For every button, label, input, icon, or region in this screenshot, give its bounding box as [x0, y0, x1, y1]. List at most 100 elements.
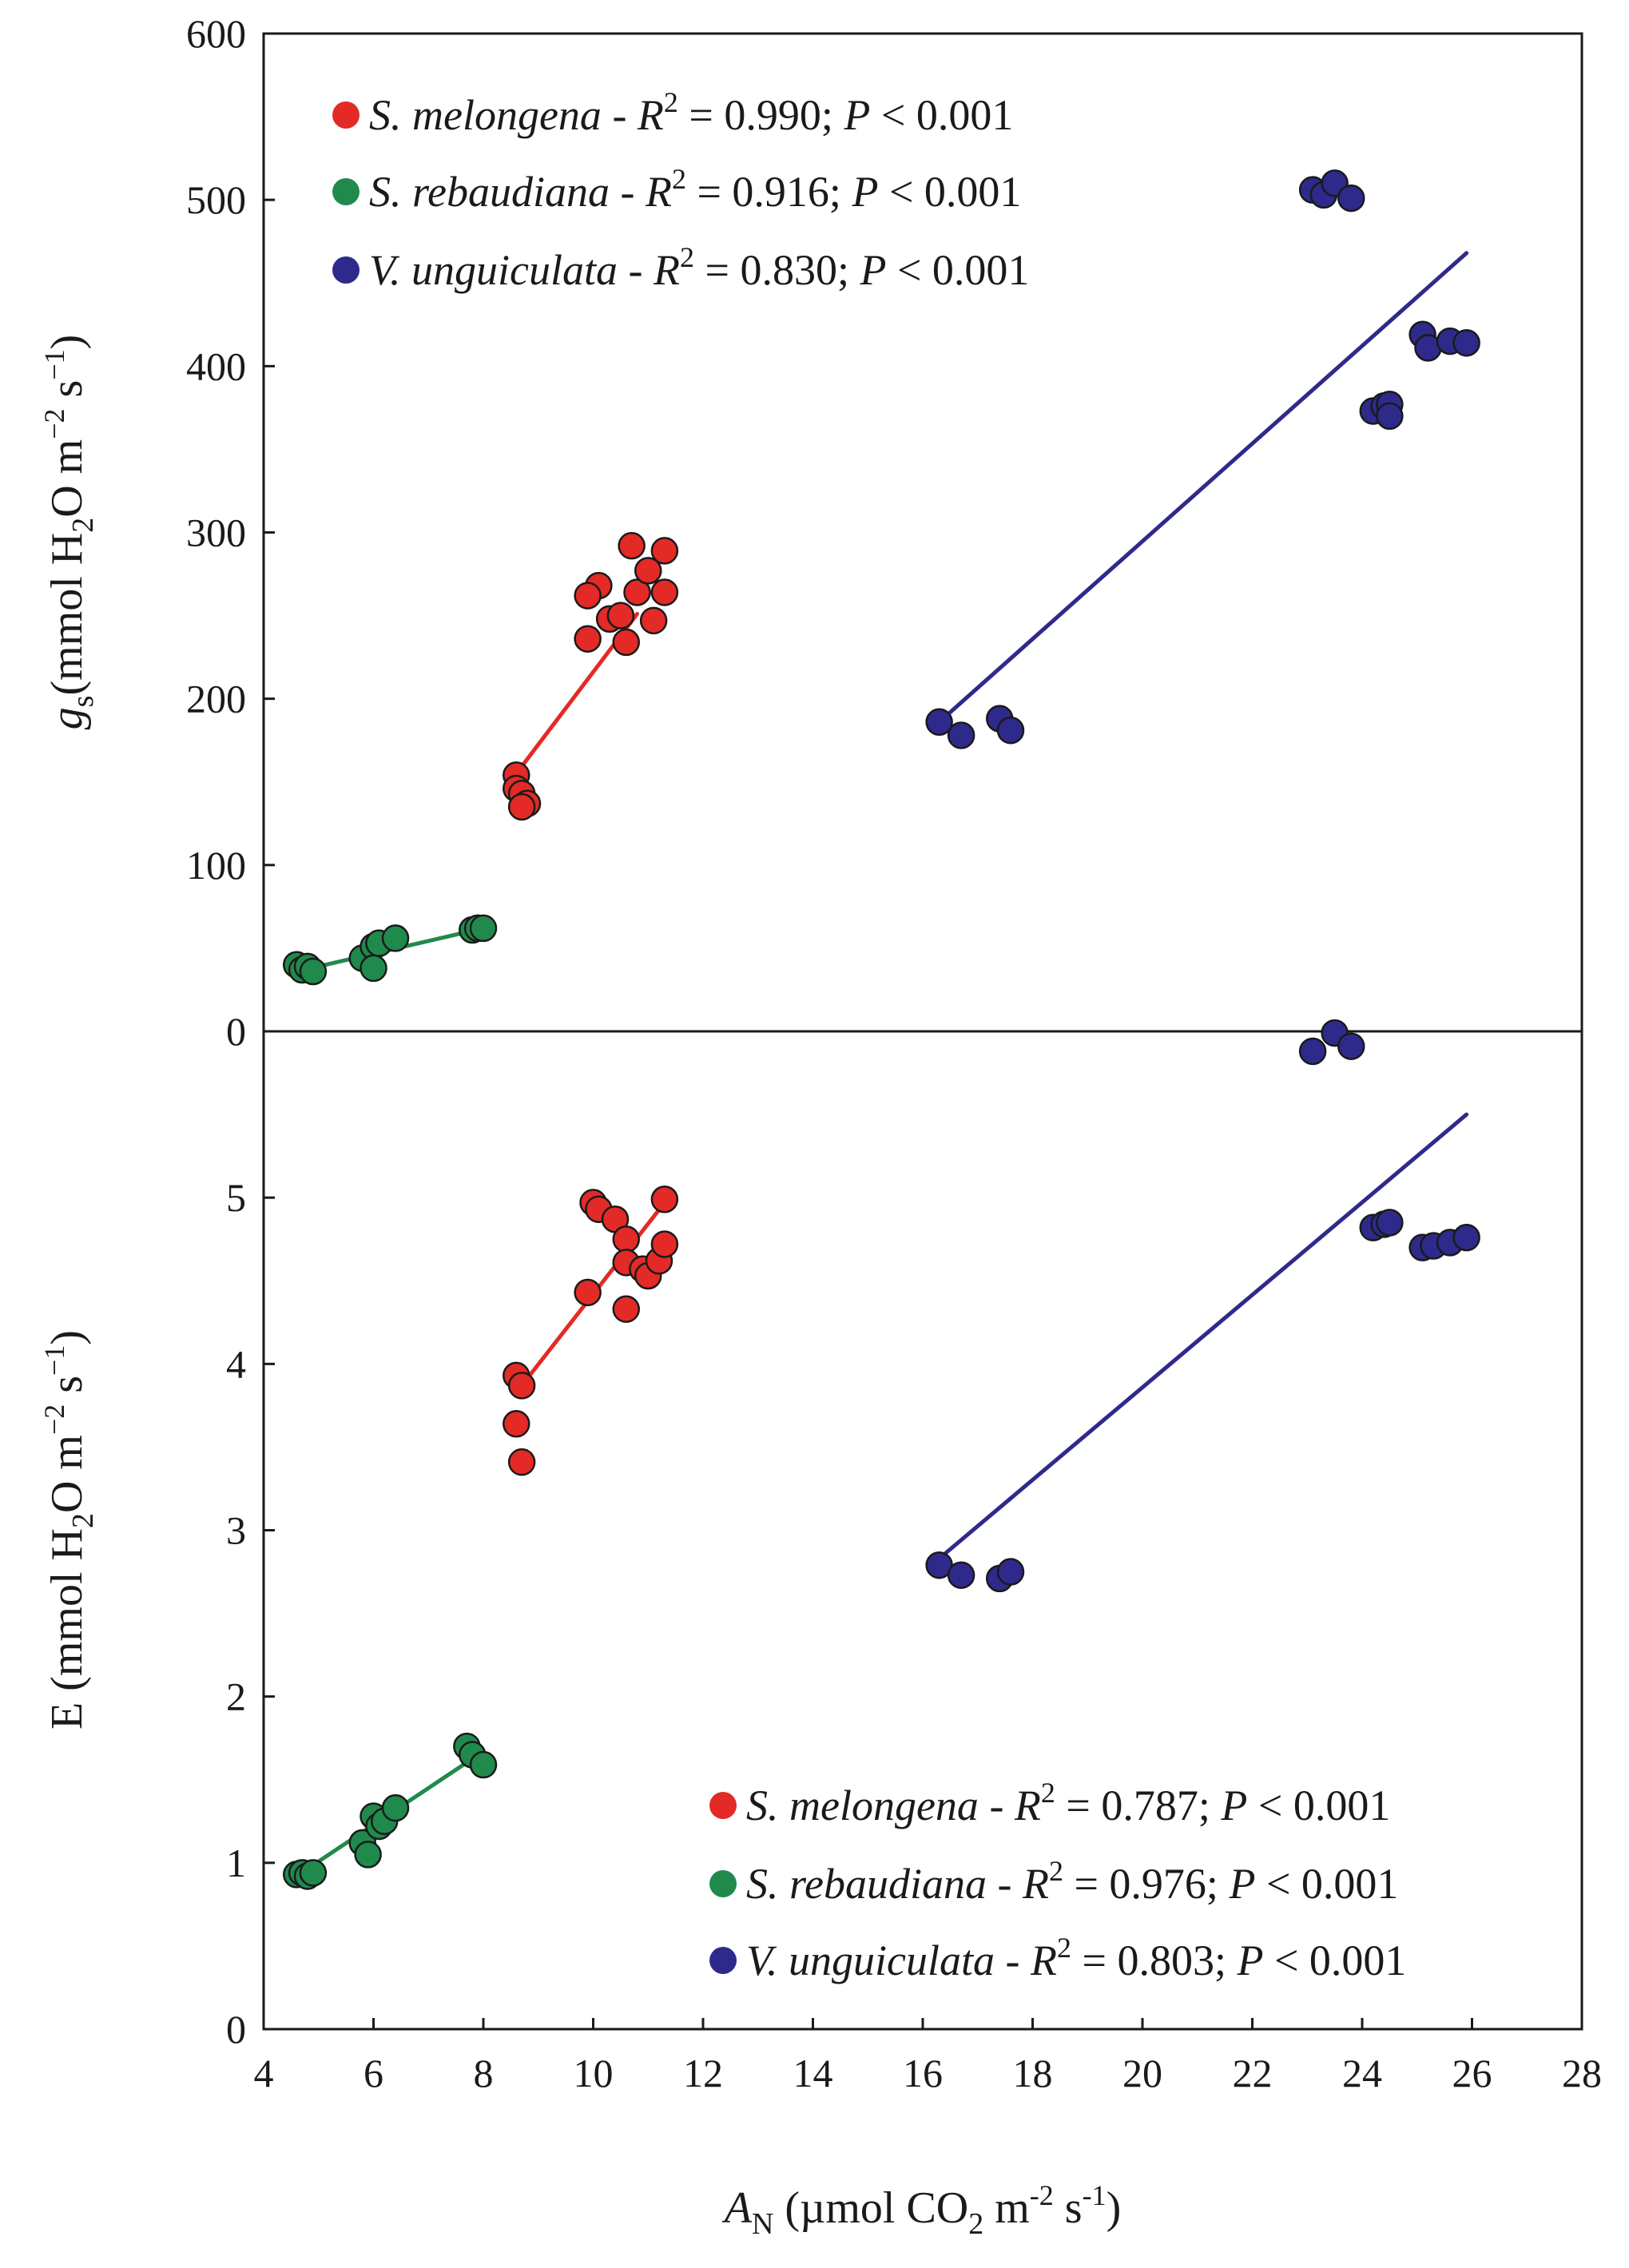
data-point	[574, 625, 602, 653]
y-unit-sup2: −1	[38, 349, 70, 379]
data-point	[606, 602, 635, 630]
r2-label: R	[1030, 1936, 1057, 1984]
y-tick-label: 2	[226, 1674, 246, 1719]
y-unit-sup1: −2	[38, 408, 70, 439]
data-point	[634, 557, 662, 585]
fit-line	[937, 251, 1469, 725]
legend-label: V. unguiculata - R2 = 0.830; P < 0.001	[369, 241, 1029, 294]
r2-label: R	[637, 91, 664, 139]
r2-label: R	[653, 246, 680, 294]
bottom-legend: S. melongena - R2 = 0.787; P < 0.001 S. …	[709, 1777, 1406, 1984]
data-point	[299, 957, 328, 986]
species-name: S. melongena	[746, 1781, 979, 1829]
p-label: P	[859, 246, 886, 294]
x-tick-label: 10	[574, 2051, 614, 2095]
separator: -	[618, 246, 654, 294]
x-unit-mid: m	[983, 2183, 1030, 2233]
top-data-points	[283, 169, 1480, 986]
r2-value: = 0.787;	[1055, 1781, 1221, 1829]
data-point	[1337, 1032, 1365, 1060]
data-point	[650, 1185, 679, 1213]
x-tick-label: 6	[364, 2051, 383, 2095]
y-tick-label: 200	[186, 677, 246, 721]
legend-marker	[332, 178, 360, 205]
species-name: S. rebaudiana	[369, 168, 610, 216]
data-point	[947, 1561, 975, 1589]
data-point	[623, 578, 651, 606]
r2-sup: 2	[1057, 1932, 1071, 1964]
y-var: g	[42, 707, 92, 729]
x-tick-label: 12	[683, 2051, 723, 2095]
data-point	[507, 1448, 536, 1476]
p-label: P	[851, 168, 878, 216]
data-point	[612, 1225, 640, 1253]
x-unit-sup2: -1	[1083, 2179, 1107, 2211]
y-tick-label: 0	[226, 1009, 246, 1054]
y-tick-label: 4	[226, 1341, 246, 1386]
y-tick-label: 3	[226, 1508, 246, 1553]
p-value: < 0.001	[1263, 1936, 1406, 1984]
x-unit: (µmol CO	[773, 2183, 968, 2233]
r2-sup: 2	[672, 163, 686, 195]
r2-label: R	[1014, 1781, 1041, 1829]
y-unit-mid: O m	[42, 1435, 92, 1513]
p-label: P	[1228, 1860, 1255, 1908]
legend-label: S. rebaudiana - R2 = 0.916; P < 0.001	[369, 163, 1021, 216]
x-unit-sup1: -2	[1030, 2179, 1054, 2211]
separator: -	[995, 1936, 1031, 1984]
separator: -	[602, 91, 638, 139]
y-tick-label: 600	[186, 11, 246, 56]
legend-marker	[332, 101, 360, 129]
top-legend-entry-rebaudiana: S. rebaudiana - R2 = 0.916; P < 0.001	[332, 163, 1021, 216]
x-tick-label: 26	[1452, 2051, 1492, 2095]
data-point	[947, 721, 975, 749]
data-point	[469, 914, 498, 943]
top-legend: S. melongena - R2 = 0.990; P < 0.001 S. …	[332, 86, 1029, 294]
legend-marker	[709, 1870, 737, 1897]
x-var-sub: N	[752, 2207, 773, 2241]
x-axis-ticks: 4 6 8 10 12 14 16 18 20 22 24 26 28	[254, 2018, 1602, 2095]
y-unit-end: )	[42, 1330, 92, 1345]
y-unit: (mmol H	[42, 533, 92, 696]
data-point	[507, 792, 536, 821]
legend-label: S. melongena - R2 = 0.787; P < 0.001	[746, 1777, 1390, 1829]
x-unit-end: )	[1107, 2183, 1122, 2233]
legend-label: S. rebaudiana - R2 = 0.976; P < 0.001	[746, 1855, 1398, 1908]
data-point	[650, 537, 679, 565]
p-value: < 0.001	[1247, 1781, 1390, 1829]
bottom-y-axis-title: E (mmol H2O m−2 s−1)	[38, 1330, 100, 1730]
r2-label: R	[1022, 1860, 1049, 1908]
r2-sup: 2	[664, 86, 678, 118]
species-name: V. unguiculata	[746, 1936, 995, 1984]
species-name: V. unguiculata	[369, 246, 618, 294]
x-axis-title: AN (µmol CO2 m-2 s-1)	[721, 2179, 1122, 2241]
y-unit-sup1: −2	[38, 1404, 70, 1435]
p-label: P	[1220, 1781, 1247, 1829]
x-unit-mid2: s	[1054, 2183, 1083, 2233]
y-tick-label: 1	[226, 1841, 246, 1885]
y-unit: (mmol H	[42, 1528, 92, 1702]
y-unit-sup2: −1	[38, 1345, 70, 1376]
data-point	[381, 924, 410, 952]
top-y-axis-title: gs(mmol H2O m−2 s−1)	[38, 335, 100, 730]
separator: -	[610, 168, 646, 216]
bottom-y-ticks: 0 1 2 3 4 5	[226, 1175, 275, 2052]
x-tick-label: 14	[793, 2051, 833, 2095]
y-unit-sub: 2	[66, 1513, 100, 1528]
data-point	[612, 1295, 640, 1323]
r2-sup: 2	[1041, 1777, 1055, 1809]
fit-line	[937, 1112, 1469, 1561]
r2-label: R	[645, 168, 672, 216]
x-tick-label: 4	[254, 2051, 274, 2095]
data-point	[639, 606, 668, 635]
data-point	[1298, 1037, 1327, 1066]
x-unit-sub: 2	[968, 2207, 983, 2241]
data-point	[469, 1750, 498, 1779]
data-point	[612, 628, 640, 657]
data-point	[1452, 328, 1480, 357]
x-tick-label: 22	[1233, 2051, 1273, 2095]
data-point	[354, 1841, 382, 1869]
